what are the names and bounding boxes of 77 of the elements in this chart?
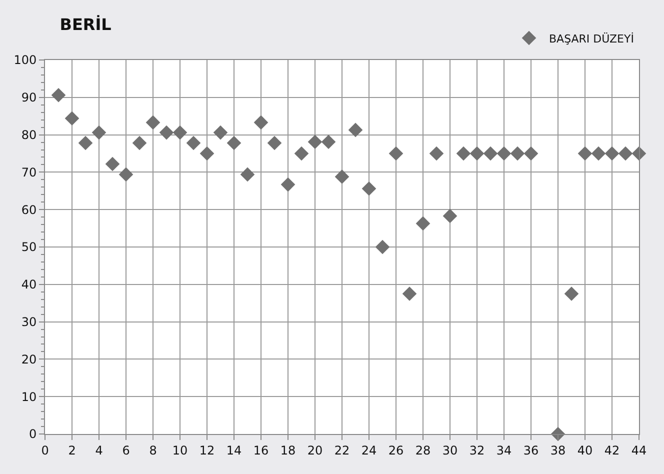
point [334, 170, 350, 184]
y-tick-label: 50 [21, 240, 37, 254]
point [618, 146, 633, 161]
x-tick-label: 18 [280, 443, 296, 458]
point [496, 146, 512, 161]
point [388, 146, 404, 161]
point [375, 240, 390, 254]
point [159, 125, 174, 140]
y-tick-label: 80 [21, 128, 37, 142]
y-tick-label: 0 [28, 427, 37, 442]
point [226, 136, 242, 150]
x-tick-label: 6 [122, 443, 130, 458]
y-tick-label: 100 [14, 53, 37, 68]
x-tick-label: 40 [577, 443, 593, 458]
y-tick-label: 70 [21, 165, 37, 180]
x-tick-label: 34 [496, 443, 512, 458]
point [321, 134, 336, 150]
x-tick-label: 16 [253, 443, 269, 458]
x-tick-label: 44 [631, 443, 647, 458]
point [78, 136, 93, 150]
point [132, 136, 147, 150]
point [51, 88, 66, 102]
point [402, 286, 417, 301]
point [564, 286, 579, 301]
x-tick-label: 20 [307, 443, 323, 458]
point [240, 167, 255, 182]
point [348, 122, 363, 138]
point [92, 125, 106, 140]
point [186, 136, 201, 150]
x-tick-label: 14 [226, 443, 242, 458]
point [118, 167, 134, 182]
point [146, 115, 160, 130]
y-tick-label: 20 [21, 352, 37, 366]
point [416, 216, 430, 231]
x-tick-label: 36 [523, 443, 539, 458]
point [308, 134, 322, 150]
point [591, 146, 606, 161]
point [294, 146, 309, 161]
point [470, 146, 484, 161]
x-tick-label: 12 [199, 443, 215, 458]
point [362, 182, 376, 196]
x-tick-label: 30 [442, 443, 458, 458]
chart-title: BERİL [60, 15, 112, 34]
point [604, 146, 620, 161]
x-tick-label: 22 [334, 443, 350, 458]
point [442, 208, 458, 224]
point [254, 115, 268, 130]
x-tick-label: 24 [361, 443, 377, 458]
point [172, 125, 188, 140]
x-tick-label: 4 [95, 443, 103, 458]
point [64, 111, 80, 126]
x-tick-label: 26 [388, 443, 404, 458]
x-tick-label: 32 [469, 443, 485, 458]
point [105, 156, 120, 172]
point [213, 125, 228, 140]
point [280, 177, 296, 192]
x-tick-label: 8 [149, 443, 157, 458]
point [510, 146, 525, 161]
point [429, 146, 444, 161]
y-tick-label: 40 [21, 278, 37, 292]
x-tick-label: 2 [68, 443, 76, 458]
x-tick-label: 0 [41, 443, 49, 458]
point [524, 146, 538, 161]
point [200, 146, 214, 161]
x-tick-label: 42 [604, 443, 620, 458]
y-tick-label: 10 [21, 390, 37, 404]
y-tick-label: 30 [21, 315, 37, 329]
y-tick-label: 60 [21, 202, 37, 217]
x-tick-label: 10 [172, 443, 188, 458]
point [578, 146, 592, 161]
point [267, 136, 282, 150]
point [483, 146, 498, 161]
x-tick-label: 38 [550, 443, 566, 458]
x-tick-label: 28 [415, 443, 431, 458]
legend-label: BAŞARI DÜZEYİ [549, 31, 634, 46]
point [456, 146, 471, 161]
y-tick-label: 90 [21, 90, 37, 105]
